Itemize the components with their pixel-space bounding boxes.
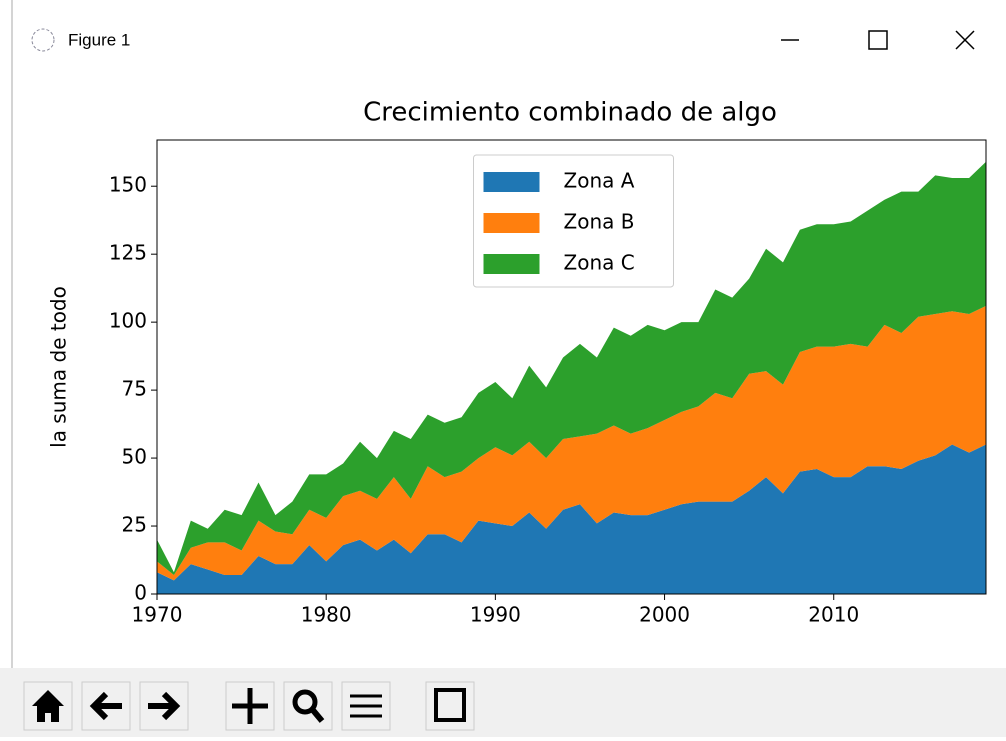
app-icon xyxy=(31,28,55,52)
zoom-icon xyxy=(292,689,318,715)
y-tick-label: 25 xyxy=(122,513,147,537)
legend-swatch xyxy=(483,172,540,192)
x-tick-label: 1970 xyxy=(132,603,183,627)
zoom-button[interactable] xyxy=(283,681,333,731)
legend-label: Zona B xyxy=(564,210,635,234)
legend-swatch xyxy=(483,213,540,233)
legend-swatch xyxy=(483,254,540,274)
back-icon xyxy=(89,691,122,721)
maximize-button[interactable] xyxy=(868,30,888,50)
legend-label: Zona C xyxy=(564,251,635,275)
pan-icon xyxy=(232,688,268,724)
close-button[interactable] xyxy=(955,30,975,50)
save-icon xyxy=(434,688,466,722)
y-axis-label: la suma de todo xyxy=(47,286,71,448)
y-tick-label: 50 xyxy=(122,445,147,469)
window-title: Figure 1 xyxy=(68,30,130,49)
y-tick-label: 0 xyxy=(134,581,147,605)
area xyxy=(157,305,986,581)
area xyxy=(157,444,986,594)
x-tick-label: 2000 xyxy=(639,603,690,627)
axes-frame xyxy=(156,139,987,595)
y-tick-label: 100 xyxy=(109,309,147,333)
chart-title: Crecimiento combinado de algo xyxy=(363,98,777,128)
home-icon xyxy=(32,690,64,722)
x-tick-label: 1980 xyxy=(301,603,352,627)
forward-icon xyxy=(148,691,181,721)
area xyxy=(157,161,986,575)
configure-icon xyxy=(350,694,382,718)
y-tick-label: 75 xyxy=(122,377,147,401)
legend-label: Zona A xyxy=(564,169,635,193)
y-tick-label: 150 xyxy=(109,173,147,197)
plot-area: 0 25 50 75 100 125 150 1970 1980 1990 2000 2010 Zona… xyxy=(109,139,987,627)
zoom-handle xyxy=(309,707,325,723)
x-tick-label: 1990 xyxy=(470,603,521,627)
y-tick-label: 125 xyxy=(109,241,147,265)
x-tick-label: 2010 xyxy=(808,603,859,627)
